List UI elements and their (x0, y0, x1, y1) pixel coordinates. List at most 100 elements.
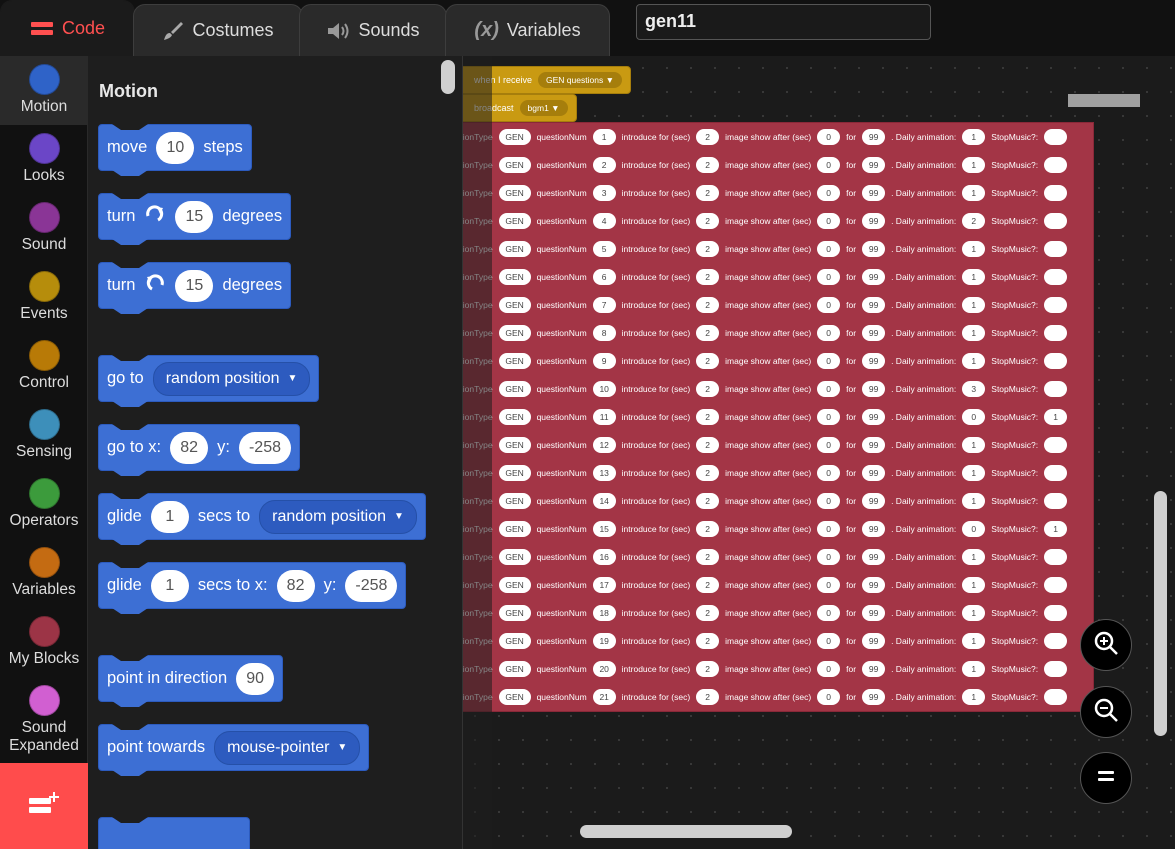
question-block-row[interactable]: questionTypeGENquestionNum17introduce fo… (463, 571, 1095, 599)
stop-music-input[interactable] (1044, 381, 1068, 397)
daily-animation-input[interactable]: 1 (962, 689, 986, 705)
category-sound[interactable]: Sound (0, 194, 88, 263)
question-num-input[interactable]: 9 (592, 353, 616, 369)
tab-code[interactable]: Code (0, 0, 135, 56)
broadcast-block[interactable]: broadcast bgm1 ▼ (463, 94, 577, 122)
secs-input[interactable]: 1 (150, 500, 189, 533)
stop-music-input[interactable]: 1 (1044, 521, 1068, 537)
stop-music-input[interactable] (1044, 493, 1068, 509)
stop-music-input[interactable]: 1 (1044, 409, 1068, 425)
image-show-secs-input[interactable]: 0 (817, 521, 841, 537)
question-num-input[interactable]: 14 (592, 493, 616, 509)
question-type-input[interactable]: GEN (498, 521, 531, 537)
block-move-steps[interactable]: move 10 steps (98, 124, 252, 171)
y-input[interactable]: -258 (345, 569, 398, 602)
stop-music-input[interactable] (1044, 185, 1068, 201)
for-input[interactable]: 99 (862, 409, 886, 425)
for-input[interactable]: 99 (862, 297, 886, 313)
image-show-secs-input[interactable]: 0 (817, 241, 841, 257)
image-show-secs-input[interactable]: 0 (817, 549, 841, 565)
question-block-row[interactable]: questionTypeGENquestionNum4introduce for… (463, 207, 1095, 235)
stop-music-input[interactable] (1044, 213, 1068, 229)
image-show-secs-input[interactable]: 0 (817, 605, 841, 621)
introduce-secs-input[interactable]: 2 (696, 661, 720, 677)
block-point-towards[interactable]: point towards mouse-pointer ▼ (98, 724, 370, 771)
question-num-input[interactable]: 15 (592, 521, 616, 537)
stop-music-input[interactable] (1044, 661, 1068, 677)
degrees-input[interactable]: 15 (175, 269, 214, 302)
daily-animation-input[interactable]: 1 (962, 269, 986, 285)
image-show-secs-input[interactable]: 0 (817, 465, 841, 481)
for-input[interactable]: 99 (862, 353, 886, 369)
question-num-input[interactable]: 2 (592, 157, 616, 173)
question-num-input[interactable]: 6 (592, 269, 616, 285)
question-type-input[interactable]: GEN (498, 409, 531, 425)
question-type-input[interactable]: GEN (498, 605, 531, 621)
image-show-secs-input[interactable]: 0 (817, 353, 841, 369)
question-block-row[interactable]: questionTypeGENquestionNum10introduce fo… (463, 375, 1095, 403)
direction-input[interactable]: 90 (236, 662, 275, 695)
daily-animation-input[interactable]: 1 (962, 633, 986, 649)
question-num-input[interactable]: 11 (592, 409, 616, 425)
image-show-secs-input[interactable]: 0 (817, 129, 841, 145)
question-type-input[interactable]: GEN (498, 689, 531, 705)
question-num-input[interactable]: 16 (592, 549, 616, 565)
stop-music-input[interactable] (1044, 129, 1068, 145)
block-point-in-direction[interactable]: point in direction 90 (98, 655, 284, 702)
category-looks[interactable]: Looks (0, 125, 88, 194)
question-type-input[interactable]: GEN (498, 157, 531, 173)
workspace-horizontal-scrollbar[interactable] (580, 825, 792, 838)
question-block-row[interactable]: questionTypeGENquestionNum19introduce fo… (463, 627, 1095, 655)
towards-target-dropdown[interactable]: mouse-pointer ▼ (214, 730, 361, 765)
introduce-secs-input[interactable]: 2 (696, 689, 720, 705)
daily-animation-input[interactable]: 1 (962, 605, 986, 621)
script-workspace[interactable]: when I receive GEN questions ▼ broadcast… (462, 56, 1175, 849)
image-show-secs-input[interactable]: 0 (817, 437, 841, 453)
question-num-input[interactable]: 1 (592, 129, 616, 145)
question-block-row[interactable]: questionTypeGENquestionNum16introduce fo… (463, 543, 1095, 571)
for-input[interactable]: 99 (862, 661, 886, 677)
question-type-input[interactable]: GEN (498, 549, 531, 565)
question-type-input[interactable]: GEN (498, 213, 531, 229)
daily-animation-input[interactable]: 1 (962, 549, 986, 565)
introduce-secs-input[interactable]: 2 (696, 129, 720, 145)
introduce-secs-input[interactable]: 2 (696, 241, 720, 257)
for-input[interactable]: 99 (862, 129, 886, 145)
question-type-input[interactable]: GEN (498, 381, 531, 397)
question-block-row[interactable]: questionTypeGENquestionNum6introduce for… (463, 263, 1095, 291)
question-num-input[interactable]: 21 (592, 689, 616, 705)
for-input[interactable]: 99 (862, 185, 886, 201)
question-block-row[interactable]: questionTypeGENquestionNum8introduce for… (463, 319, 1095, 347)
question-block-row[interactable]: questionTypeGENquestionNum5introduce for… (463, 235, 1095, 263)
for-input[interactable]: 99 (862, 241, 886, 257)
daily-animation-input[interactable]: 3 (962, 381, 986, 397)
daily-animation-input[interactable]: 1 (962, 437, 986, 453)
secs-input[interactable]: 1 (150, 569, 189, 602)
question-type-input[interactable]: GEN (498, 185, 531, 201)
x-input[interactable]: 82 (276, 569, 315, 602)
block-partial[interactable] (98, 817, 250, 849)
question-type-input[interactable]: GEN (498, 661, 531, 677)
introduce-secs-input[interactable]: 2 (696, 157, 720, 173)
stop-music-input[interactable] (1044, 325, 1068, 341)
question-type-input[interactable]: GEN (498, 493, 531, 509)
question-type-input[interactable]: GEN (498, 325, 531, 341)
zoom-in-button[interactable] (1080, 619, 1132, 671)
stop-music-input[interactable] (1044, 353, 1068, 369)
question-block-row[interactable]: questionTypeGENquestionNum21introduce fo… (463, 683, 1095, 711)
image-show-secs-input[interactable]: 0 (817, 269, 841, 285)
stop-music-input[interactable] (1044, 549, 1068, 565)
stop-music-input[interactable] (1044, 157, 1068, 173)
question-num-input[interactable]: 20 (592, 661, 616, 677)
block-turn-left[interactable]: turn 15 degrees (98, 262, 292, 309)
daily-animation-input[interactable]: 2 (962, 213, 986, 229)
question-block-row[interactable]: questionTypeGENquestionNum1introduce for… (463, 123, 1095, 151)
question-block-row[interactable]: questionTypeGENquestionNum13introduce fo… (463, 459, 1095, 487)
category-sensing[interactable]: Sensing (0, 401, 88, 470)
block-glide-to-xy[interactable]: glide 1 secs to x: 82 y: -258 (98, 562, 407, 609)
stop-music-input[interactable] (1044, 577, 1068, 593)
palette-scrollbar[interactable] (441, 60, 455, 94)
question-num-input[interactable]: 18 (592, 605, 616, 621)
image-show-secs-input[interactable]: 0 (817, 409, 841, 425)
category-sound-expanded[interactable]: Sound Expanded (0, 677, 88, 763)
